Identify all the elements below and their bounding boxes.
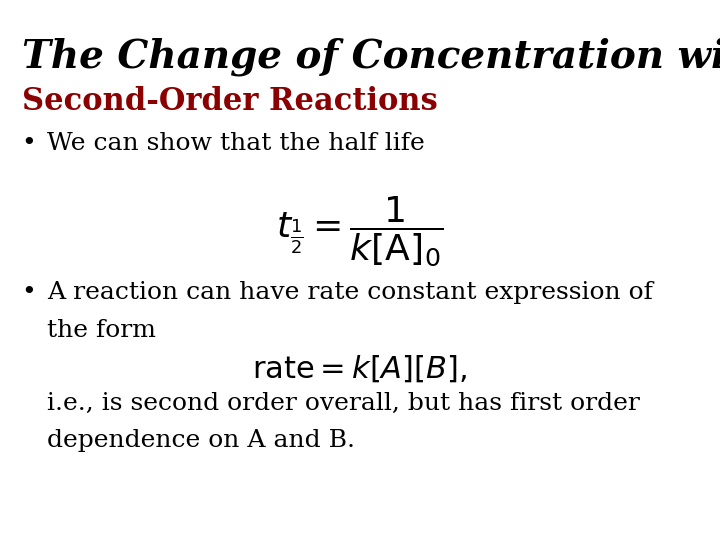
Text: We can show that the half life: We can show that the half life xyxy=(47,132,425,156)
Text: Second-Order Reactions: Second-Order Reactions xyxy=(22,86,437,117)
Text: $\mathrm{rate} = k[A][B],$: $\mathrm{rate} = k[A][B],$ xyxy=(253,354,467,384)
Text: i.e., is second order overall, but has first order: i.e., is second order overall, but has f… xyxy=(47,392,639,415)
Text: •: • xyxy=(22,132,36,156)
Text: the form: the form xyxy=(47,319,156,342)
Text: $t_{\frac{1}{2}} = \dfrac{1}{k[\mathrm{A}]_0}$: $t_{\frac{1}{2}} = \dfrac{1}{k[\mathrm{A… xyxy=(276,194,444,268)
Text: The Change of Concentration with Time: The Change of Concentration with Time xyxy=(22,38,720,76)
Text: A reaction can have rate constant expression of: A reaction can have rate constant expres… xyxy=(47,281,652,304)
Text: •: • xyxy=(22,281,36,304)
Text: dependence on A and B.: dependence on A and B. xyxy=(47,429,355,453)
